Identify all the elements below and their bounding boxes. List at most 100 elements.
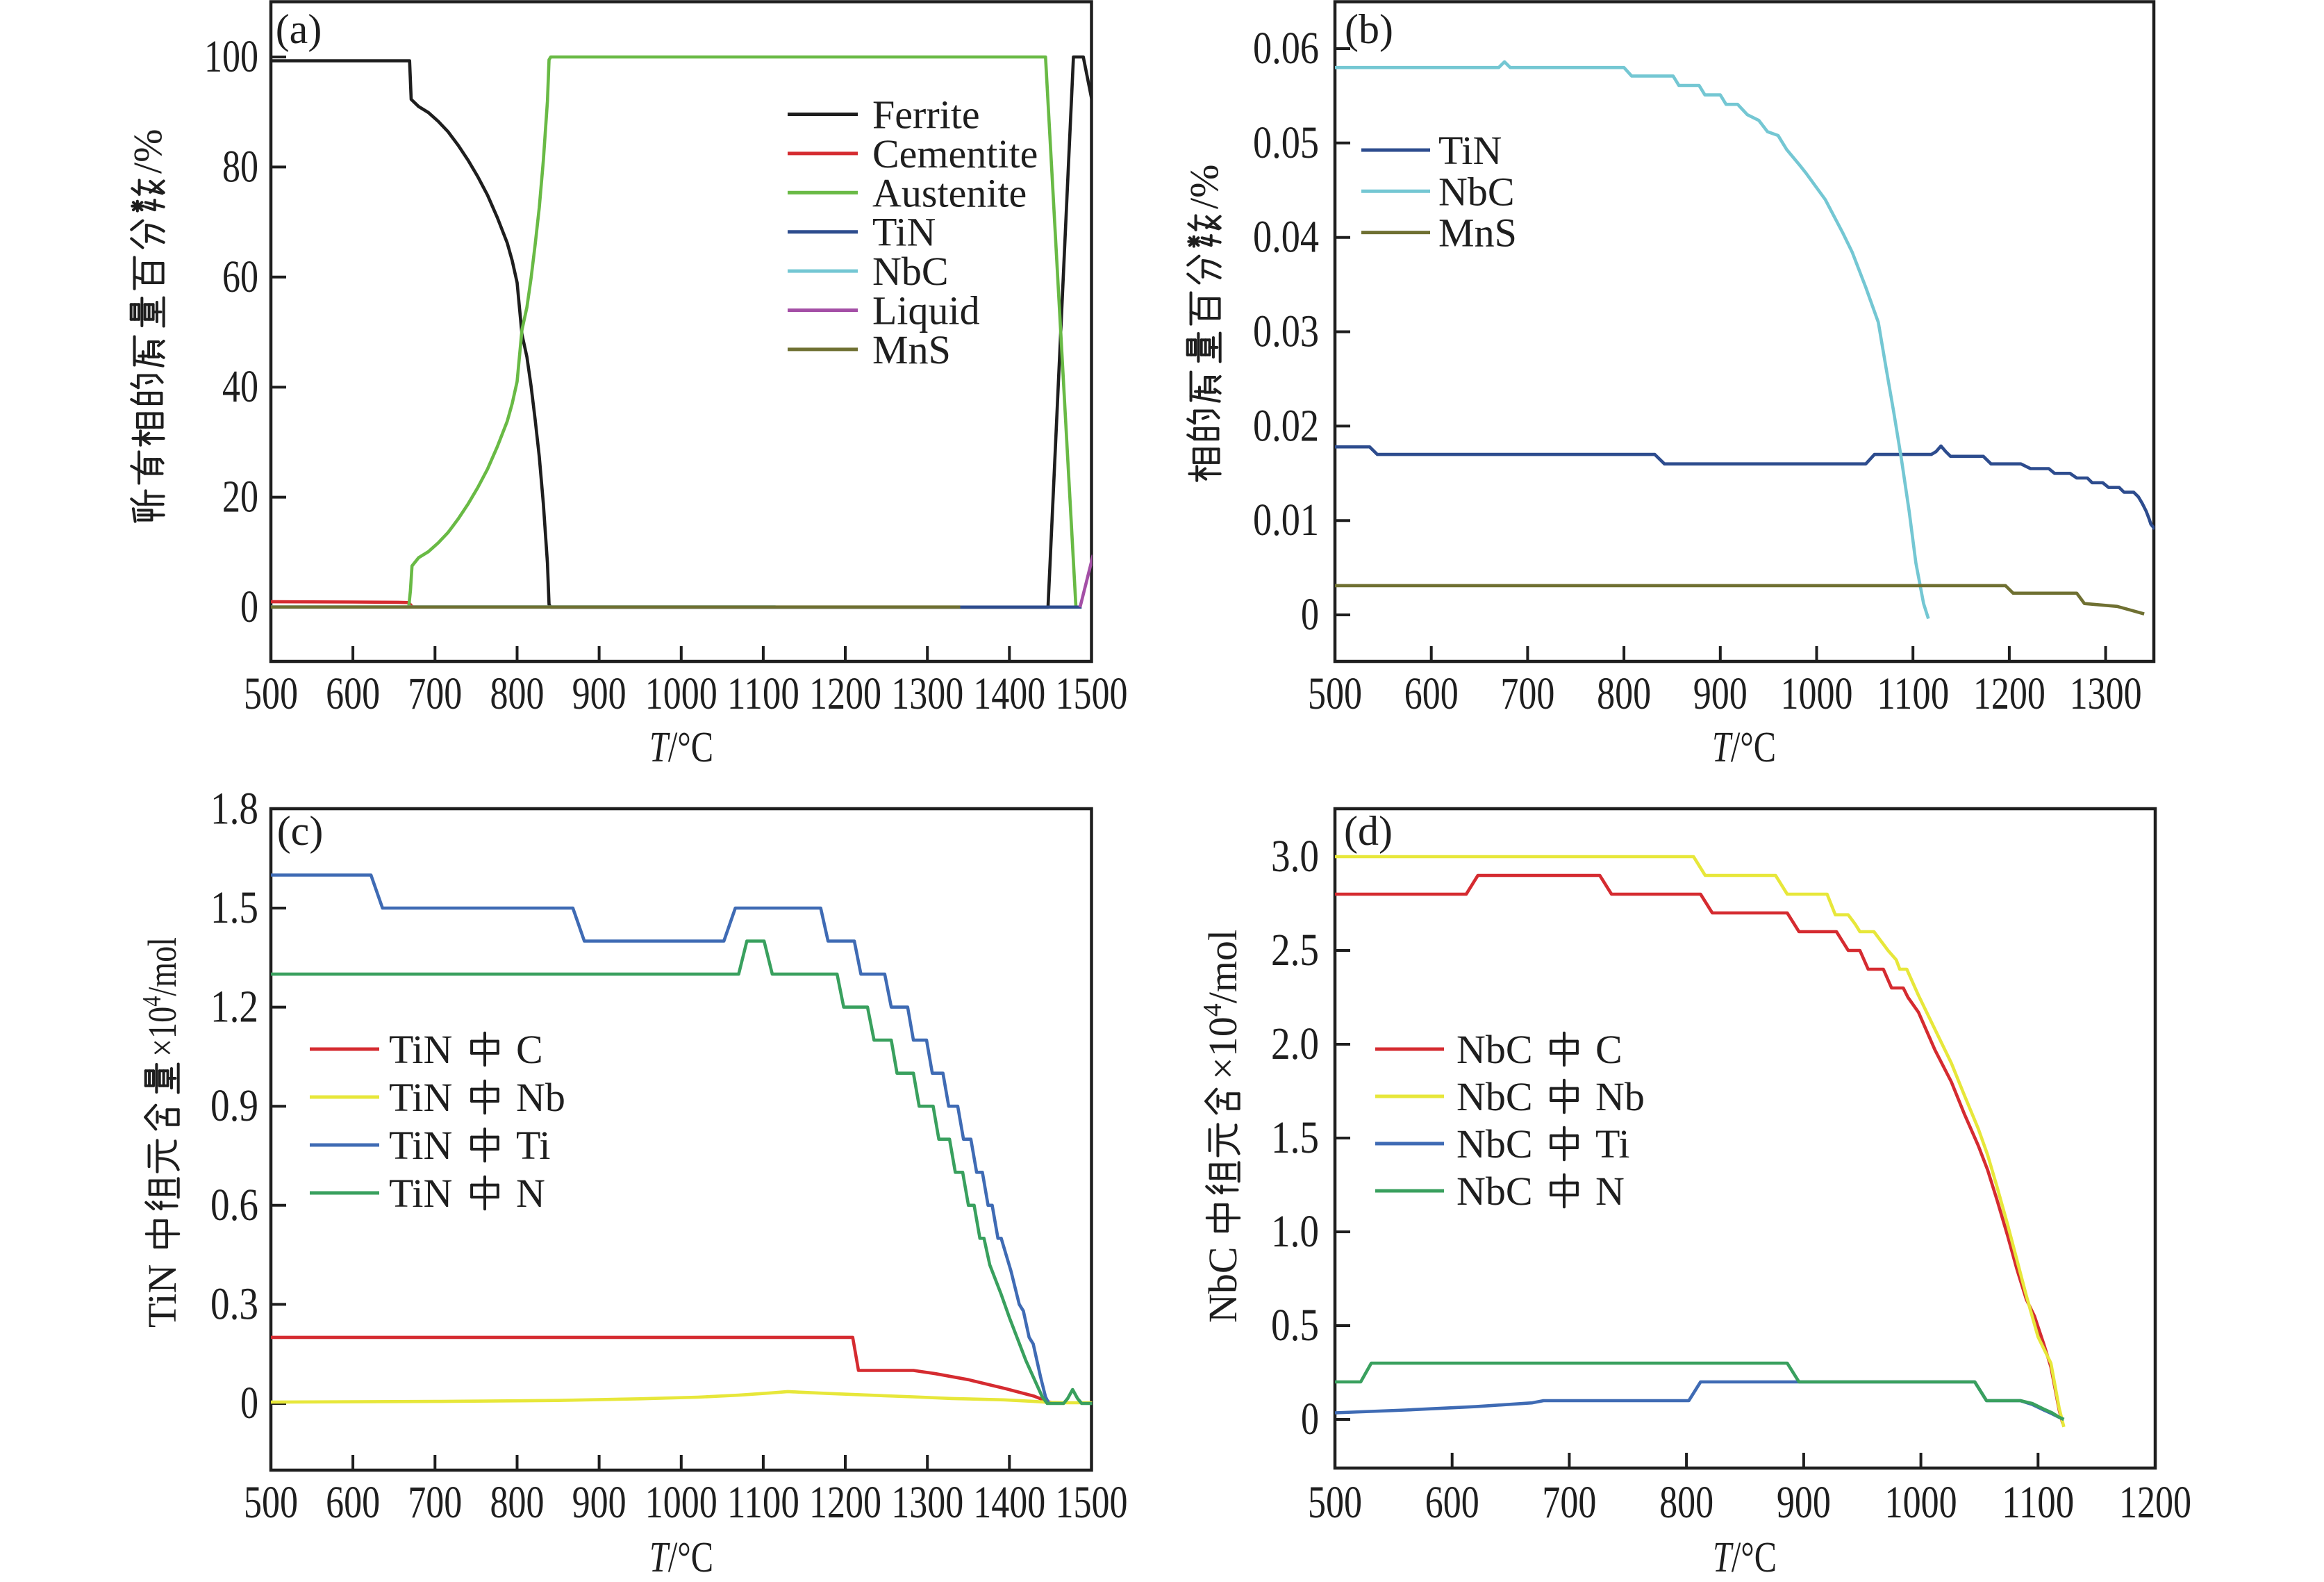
svg-text:800: 800 bbox=[490, 668, 545, 719]
svg-text:1400: 1400 bbox=[973, 668, 1045, 719]
svg-text:0: 0 bbox=[1301, 1394, 1319, 1444]
svg-text:1200: 1200 bbox=[1973, 668, 2045, 719]
svg-text:N: N bbox=[516, 1171, 545, 1216]
svg-text:NbC: NbC bbox=[872, 249, 949, 294]
svg-text:1000: 1000 bbox=[645, 668, 717, 719]
svg-text:900: 900 bbox=[1777, 1477, 1831, 1528]
svg-text:1400: 1400 bbox=[973, 1477, 1045, 1528]
svg-text:/%: /% bbox=[1181, 165, 1227, 209]
svg-text:600: 600 bbox=[326, 1477, 380, 1528]
svg-text:900: 900 bbox=[572, 1477, 626, 1528]
svg-text:NbC: NbC bbox=[1456, 1169, 1533, 1214]
svg-text:500: 500 bbox=[244, 1477, 298, 1528]
svg-text:C: C bbox=[1595, 1027, 1622, 1072]
svg-text:1000: 1000 bbox=[645, 1477, 717, 1528]
svg-text:0.01: 0.01 bbox=[1253, 495, 1319, 545]
svg-text:Nb: Nb bbox=[516, 1075, 565, 1120]
svg-text:NbC: NbC bbox=[1200, 1246, 1245, 1323]
svg-text:(a): (a) bbox=[276, 6, 322, 52]
svg-text:/%: /% bbox=[125, 129, 170, 174]
svg-text:1.8: 1.8 bbox=[210, 783, 258, 834]
svg-text:700: 700 bbox=[1542, 1477, 1596, 1528]
svg-text:Liquid: Liquid bbox=[872, 288, 980, 333]
svg-text:TiN: TiN bbox=[389, 1123, 452, 1168]
svg-text:T/°C: T/°C bbox=[649, 1534, 713, 1581]
svg-text:TiN: TiN bbox=[389, 1027, 452, 1072]
svg-text:Cementite: Cementite bbox=[872, 131, 1038, 176]
svg-text:Ferrite: Ferrite bbox=[872, 92, 980, 138]
svg-text:1500: 1500 bbox=[1056, 668, 1128, 719]
svg-text:700: 700 bbox=[408, 668, 462, 719]
svg-text:600: 600 bbox=[1425, 1477, 1479, 1528]
svg-text:0.06: 0.06 bbox=[1253, 23, 1319, 74]
svg-text:0.9: 0.9 bbox=[210, 1080, 258, 1131]
svg-text:0.03: 0.03 bbox=[1253, 306, 1319, 357]
svg-text:1100: 1100 bbox=[1877, 668, 1949, 719]
svg-text:1100: 1100 bbox=[727, 668, 799, 719]
svg-text:0: 0 bbox=[1301, 589, 1319, 640]
svg-text:1100: 1100 bbox=[2002, 1477, 2074, 1528]
svg-text:2.5: 2.5 bbox=[1271, 925, 1319, 975]
svg-text:500: 500 bbox=[1308, 668, 1362, 719]
svg-text:20: 20 bbox=[222, 472, 258, 522]
svg-text:1000: 1000 bbox=[1781, 668, 1853, 719]
svg-text:1300: 1300 bbox=[2070, 668, 2142, 719]
svg-text:1.5: 1.5 bbox=[1271, 1112, 1319, 1163]
svg-text:Ti: Ti bbox=[1595, 1121, 1630, 1167]
svg-text:0: 0 bbox=[240, 1378, 258, 1428]
svg-text:60: 60 bbox=[222, 252, 258, 302]
svg-text:80: 80 bbox=[222, 141, 258, 192]
svg-text:1100: 1100 bbox=[727, 1477, 799, 1528]
svg-text:TiN: TiN bbox=[872, 210, 936, 255]
svg-text:MnS: MnS bbox=[872, 327, 951, 372]
svg-text:(b): (b) bbox=[1345, 6, 1393, 52]
svg-text:2.0: 2.0 bbox=[1271, 1019, 1319, 1069]
svg-text:N: N bbox=[1595, 1169, 1625, 1214]
svg-text:1200: 1200 bbox=[2119, 1477, 2191, 1528]
svg-text:(d): (d) bbox=[1344, 808, 1393, 854]
svg-text:(c): (c) bbox=[277, 808, 324, 854]
svg-text:Ti: Ti bbox=[516, 1123, 551, 1168]
svg-text:TiN: TiN bbox=[140, 1264, 185, 1328]
svg-text:1.5: 1.5 bbox=[210, 882, 258, 933]
svg-text:700: 700 bbox=[408, 1477, 462, 1528]
svg-text:500: 500 bbox=[1308, 1477, 1362, 1528]
svg-text:NbC: NbC bbox=[1456, 1121, 1533, 1167]
svg-text:800: 800 bbox=[1597, 668, 1651, 719]
svg-text:0.5: 0.5 bbox=[1271, 1300, 1319, 1351]
svg-text:3.0: 3.0 bbox=[1271, 831, 1319, 882]
svg-text:×104/mol: ×104/mol bbox=[1198, 930, 1245, 1080]
svg-text:C: C bbox=[516, 1027, 543, 1072]
svg-text:TiN: TiN bbox=[389, 1075, 452, 1120]
svg-text:1200: 1200 bbox=[809, 668, 881, 719]
svg-text:0.6: 0.6 bbox=[210, 1180, 258, 1230]
svg-text:Austenite: Austenite bbox=[872, 170, 1027, 215]
svg-text:NbC: NbC bbox=[1456, 1027, 1533, 1072]
svg-text:T/°C: T/°C bbox=[1713, 1534, 1777, 1581]
svg-text:0: 0 bbox=[240, 582, 258, 632]
svg-text:1.0: 1.0 bbox=[1271, 1206, 1319, 1257]
svg-text:1500: 1500 bbox=[1056, 1477, 1128, 1528]
svg-text:MnS: MnS bbox=[1438, 211, 1517, 256]
svg-text:800: 800 bbox=[1659, 1477, 1713, 1528]
svg-text:1300: 1300 bbox=[891, 668, 963, 719]
svg-text:0.02: 0.02 bbox=[1253, 400, 1319, 451]
svg-text:1000: 1000 bbox=[1885, 1477, 1957, 1528]
svg-text:0.3: 0.3 bbox=[210, 1278, 258, 1329]
svg-text:800: 800 bbox=[490, 1477, 545, 1528]
svg-text:900: 900 bbox=[1693, 668, 1748, 719]
svg-text:500: 500 bbox=[244, 668, 298, 719]
svg-text:NbC: NbC bbox=[1438, 169, 1515, 214]
svg-text:700: 700 bbox=[1500, 668, 1554, 719]
svg-text:600: 600 bbox=[1404, 668, 1459, 719]
svg-text:NbC: NbC bbox=[1456, 1074, 1533, 1119]
svg-text:900: 900 bbox=[572, 668, 626, 719]
svg-text:T/°C: T/°C bbox=[1712, 724, 1776, 771]
svg-text:TiN: TiN bbox=[1438, 128, 1502, 173]
svg-text:1300: 1300 bbox=[891, 1477, 963, 1528]
svg-text:T/°C: T/°C bbox=[649, 724, 713, 771]
svg-text:0.05: 0.05 bbox=[1253, 117, 1319, 168]
svg-text:600: 600 bbox=[326, 668, 380, 719]
svg-text:1.2: 1.2 bbox=[210, 982, 258, 1032]
svg-text:40: 40 bbox=[222, 361, 258, 412]
